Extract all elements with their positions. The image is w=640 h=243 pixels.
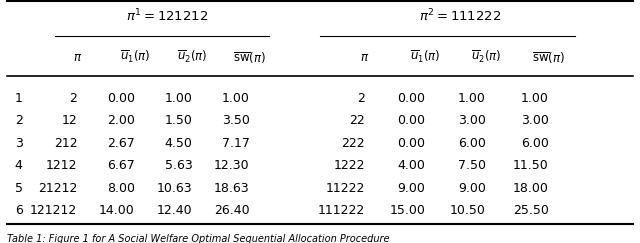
Text: $\pi^2 = 111222$: $\pi^2 = 111222$ [419, 8, 501, 25]
Text: 14.00: 14.00 [99, 204, 135, 217]
Text: 18.00: 18.00 [513, 182, 548, 195]
Text: $\pi^1 = 121212$: $\pi^1 = 121212$ [125, 8, 208, 25]
Text: 21212: 21212 [38, 182, 77, 195]
Text: 18.63: 18.63 [214, 182, 250, 195]
Text: 111222: 111222 [317, 204, 365, 217]
Text: 0.00: 0.00 [397, 92, 426, 105]
Text: 2.00: 2.00 [107, 114, 135, 127]
Text: 1.00: 1.00 [164, 92, 192, 105]
Text: 1.00: 1.00 [458, 92, 486, 105]
Text: $\overline{\mathrm{sw}}(\pi)$: $\overline{\mathrm{sw}}(\pi)$ [233, 50, 266, 65]
Text: 6.00: 6.00 [521, 137, 548, 150]
Text: $\overline{u}_1(\pi)$: $\overline{u}_1(\pi)$ [120, 49, 150, 65]
Text: 1212: 1212 [46, 159, 77, 172]
Text: 22: 22 [349, 114, 365, 127]
Text: 2: 2 [70, 92, 77, 105]
Text: 2.67: 2.67 [107, 137, 135, 150]
Text: 3.50: 3.50 [222, 114, 250, 127]
Text: 4.00: 4.00 [397, 159, 426, 172]
Text: 2: 2 [15, 114, 22, 127]
Text: 25.50: 25.50 [513, 204, 548, 217]
Text: 3.00: 3.00 [521, 114, 548, 127]
Text: 0.00: 0.00 [397, 114, 426, 127]
Text: 1222: 1222 [333, 159, 365, 172]
Text: 2: 2 [357, 92, 365, 105]
Text: 12.40: 12.40 [157, 204, 192, 217]
Text: 8.00: 8.00 [107, 182, 135, 195]
Text: 1.50: 1.50 [164, 114, 192, 127]
Text: $\overline{u}_1(\pi)$: $\overline{u}_1(\pi)$ [410, 49, 440, 65]
Text: 1.00: 1.00 [521, 92, 548, 105]
Text: 10.63: 10.63 [157, 182, 192, 195]
Text: 6.00: 6.00 [458, 137, 486, 150]
Text: 9.00: 9.00 [458, 182, 486, 195]
Text: $\overline{\mathrm{sw}}(\pi)$: $\overline{\mathrm{sw}}(\pi)$ [532, 50, 565, 65]
Text: $\overline{u}_2(\pi)$: $\overline{u}_2(\pi)$ [471, 49, 501, 65]
Text: 9.00: 9.00 [397, 182, 426, 195]
Text: 12: 12 [61, 114, 77, 127]
Text: $\pi$: $\pi$ [73, 51, 82, 64]
Text: 11.50: 11.50 [513, 159, 548, 172]
Text: 4.50: 4.50 [164, 137, 192, 150]
Text: 6.67: 6.67 [107, 159, 135, 172]
Text: 7.17: 7.17 [222, 137, 250, 150]
Text: 5.63: 5.63 [164, 159, 192, 172]
Text: $\overline{u}_2(\pi)$: $\overline{u}_2(\pi)$ [177, 49, 207, 65]
Text: 5: 5 [15, 182, 23, 195]
Text: Table 1: Figure 1 for A Social Welfare Optimal Sequential Allocation Procedure: Table 1: Figure 1 for A Social Welfare O… [7, 234, 390, 243]
Text: $\pi$: $\pi$ [360, 51, 369, 64]
Text: 6: 6 [15, 204, 22, 217]
Text: 212: 212 [54, 137, 77, 150]
Text: 0.00: 0.00 [397, 137, 426, 150]
Text: 3: 3 [15, 137, 22, 150]
Text: 10.50: 10.50 [450, 204, 486, 217]
Text: 15.00: 15.00 [390, 204, 426, 217]
Text: 0.00: 0.00 [107, 92, 135, 105]
Text: 3.00: 3.00 [458, 114, 486, 127]
Text: 11222: 11222 [325, 182, 365, 195]
Text: 1: 1 [15, 92, 22, 105]
Text: 222: 222 [341, 137, 365, 150]
Text: 12.30: 12.30 [214, 159, 250, 172]
Text: 4: 4 [15, 159, 22, 172]
Text: 26.40: 26.40 [214, 204, 250, 217]
Text: 7.50: 7.50 [458, 159, 486, 172]
Text: 1.00: 1.00 [222, 92, 250, 105]
Text: 121212: 121212 [30, 204, 77, 217]
